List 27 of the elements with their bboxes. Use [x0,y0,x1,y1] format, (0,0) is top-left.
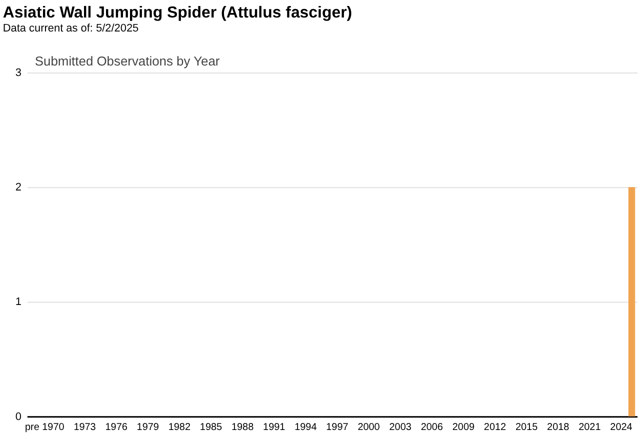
y-tick-label: 1 [15,296,22,308]
x-tick-label: 2021 [578,422,602,433]
y-tick-label: 0 [15,410,22,423]
y-tick-label: 2 [15,182,22,194]
x-tick-label: 2009 [452,422,475,433]
x-tick-label: 1973 [74,422,96,433]
x-tick-label: 2018 [547,422,570,433]
x-tick-label: 1970 [42,422,65,433]
x-tick-label: 2003 [389,422,412,433]
x-tick-label: 1976 [105,422,128,433]
x-tick-label: 1991 [263,422,286,433]
text: Submitted Observations by Year [34,53,220,68]
x-tick-label: pre [24,422,40,433]
x-tick-label: 2000 [358,422,380,433]
y-tick-label: 3 [15,66,22,79]
x-tick-label: 2012 [484,422,507,433]
chart-title: Asiatic Wall Jumping Spider (Attulus fasciger) [2,4,352,22]
x-tick-label: 2006 [420,422,444,433]
x-tick-label: 1994 [294,422,318,433]
chart-subtitle: Data current as of: 5/2/2025 [2,22,139,35]
x-tick-label: 2024 [610,422,633,433]
x-tick-label: 1985 [200,422,223,433]
x-tick-label: 1982 [168,422,191,433]
x-tick-label: 1988 [231,422,254,433]
x-tick-label: 2015 [515,422,538,433]
x-tick-label: 1997 [326,422,349,433]
x-tick-label: 1979 [136,422,160,433]
